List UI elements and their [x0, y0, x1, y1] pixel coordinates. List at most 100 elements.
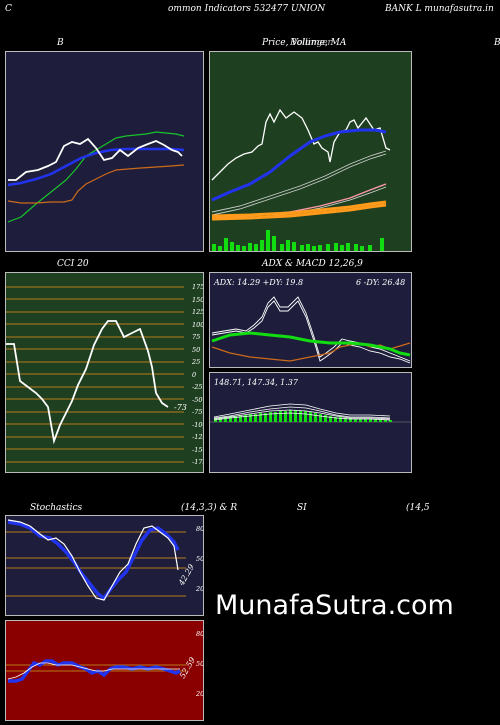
adx-label: ADX & MACD 12,26,9 — [262, 259, 363, 269]
cci-line — [6, 320, 169, 445]
macd-histogram-bar — [239, 415, 242, 422]
volume-bar — [340, 245, 344, 251]
price-overlay-label: Bollinger — [290, 38, 332, 48]
header-left: C — [5, 4, 12, 14]
stoch-tick: 20 — [195, 585, 204, 593]
macd-histogram-bar — [324, 415, 327, 422]
macd-histogram-bar — [389, 420, 392, 422]
rsi-chart: 80 50 20 52.59 — [5, 620, 204, 721]
macd-histogram — [214, 410, 392, 422]
stochastics-label: Stochastics — [30, 503, 83, 513]
macd-histogram-bar — [329, 416, 332, 422]
bollinger-label-right: B — [494, 38, 500, 48]
macd-histogram-bar — [374, 419, 377, 422]
volume-bar — [380, 238, 384, 251]
macd-line-4 — [213, 412, 391, 421]
macd-histogram-bar — [279, 411, 282, 422]
brand-watermark: MunafaSutra.com — [215, 590, 454, 621]
volume-bar — [224, 238, 228, 251]
volume-bar — [354, 244, 358, 251]
macd-histogram-bar — [264, 413, 267, 422]
rsi-value: 52.59 — [178, 656, 197, 680]
stoch-tick: 50 — [196, 555, 204, 563]
price-volume-chart — [209, 51, 412, 252]
cci-tick: 175 — [192, 283, 204, 291]
bollinger-lower-band — [7, 164, 185, 204]
rsi-tick: 80 — [196, 630, 204, 638]
cci-tick: 75 — [192, 333, 200, 341]
cci-tick: -100 — [192, 421, 204, 429]
volume-bar — [346, 243, 350, 251]
macd-histogram-bar — [254, 414, 257, 422]
volume-bar — [266, 230, 270, 251]
price-ma-short — [211, 128, 387, 202]
macd-histogram-bar — [314, 413, 317, 422]
macd-reading: 148.71, 147.34, 1.37 — [214, 378, 299, 387]
macd-histogram-bar — [319, 414, 322, 422]
macd-line-2 — [213, 406, 391, 419]
macd-histogram-bar — [309, 412, 312, 422]
cci-tick: -150 — [192, 446, 204, 454]
macd-chart: 148.71, 147.34, 1.37 — [209, 372, 412, 473]
macd-histogram-bar — [269, 412, 272, 422]
price-ma-white-inner — [211, 153, 387, 216]
volume-bar — [280, 244, 284, 251]
macd-histogram-bar — [289, 410, 292, 422]
rsi-label: SI — [297, 503, 307, 513]
macd-line-3 — [213, 409, 391, 420]
macd-histogram-bar — [359, 419, 362, 422]
macd-histogram-bar — [284, 411, 287, 422]
volume-bar — [230, 242, 234, 251]
volume-bar — [286, 240, 290, 251]
rsi-white-line — [7, 662, 180, 680]
cci-tick: 50 — [192, 346, 200, 354]
cci-tick: 150 — [192, 296, 204, 304]
cci-tick: -175 — [192, 458, 204, 466]
header-title-right: BANK L munafasutra.in — [385, 4, 494, 14]
volume-bar — [242, 246, 246, 251]
rsi-tick: 20 — [195, 690, 204, 698]
volume-bar — [248, 243, 252, 251]
stoch-white-line — [7, 519, 179, 601]
cci-tick: -50 — [192, 396, 202, 404]
bollinger-price-line — [8, 137, 183, 181]
cci-tick: 25 — [191, 358, 200, 366]
macd-histogram-bar — [349, 418, 352, 422]
volume-bars — [212, 230, 384, 251]
volume-bar — [326, 244, 330, 251]
volume-bar — [360, 246, 364, 251]
macd-histogram-bar — [344, 418, 347, 422]
adx-reading-left: ADX: 14.29 +DY: 19.8 — [213, 278, 303, 287]
macd-histogram-bar — [229, 416, 232, 422]
adx-reading-right: 6 -DY: 26.48 — [356, 278, 405, 287]
stoch-value: 42.29 — [176, 563, 196, 588]
price-line — [211, 108, 391, 181]
macd-histogram-bar — [299, 411, 302, 422]
stoch-gridlines — [6, 531, 186, 597]
volume-bar — [260, 240, 264, 251]
macd-histogram-bar — [384, 420, 387, 422]
volume-bar — [254, 244, 258, 251]
cci-tick: -75 — [192, 408, 202, 416]
macd-histogram-bar — [364, 419, 367, 422]
volume-bar — [292, 242, 296, 251]
macd-histogram-bar — [354, 419, 357, 422]
volume-bar — [212, 244, 216, 251]
macd-histogram-bar — [259, 413, 262, 422]
macd-histogram-bar — [244, 415, 247, 422]
price-ma-white-outer — [211, 150, 387, 213]
adx-green-line — [211, 331, 411, 357]
stoch-tick: 80 — [196, 525, 204, 533]
cci-tick: -125 — [192, 433, 204, 441]
adx-white-line-2 — [211, 300, 411, 364]
cci-value: -73 — [174, 403, 187, 412]
macd-histogram-bar — [334, 417, 337, 422]
macd-histogram-bar — [304, 411, 307, 422]
macd-histogram-bar — [379, 419, 382, 422]
cci-tick: -25 — [192, 383, 202, 391]
stochastics-chart: 80 50 20 42.29 — [5, 515, 204, 616]
adx-chart: ADX: 14.29 +DY: 19.8 6 -DY: 26.48 — [209, 272, 412, 368]
volume-bar — [334, 243, 338, 251]
macd-histogram-bar — [339, 417, 342, 422]
cci-tick: 125 — [192, 308, 204, 316]
